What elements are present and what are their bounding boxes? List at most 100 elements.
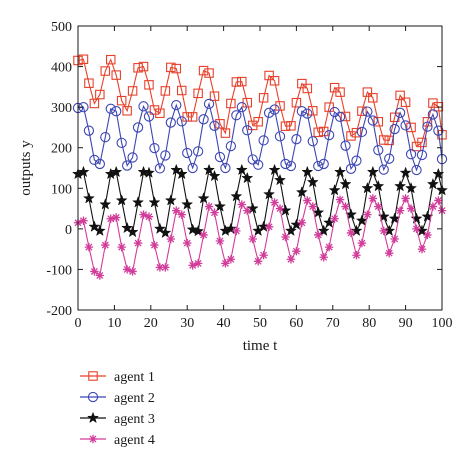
data-point-star [115, 194, 128, 206]
data-point-circle [176, 116, 187, 127]
data-point-star [126, 225, 139, 238]
series-line-3 [77, 168, 443, 234]
data-point-circle [362, 106, 373, 117]
data-point-square [187, 112, 198, 122]
data-point-star [142, 166, 156, 178]
y-tick-label: -100 [46, 263, 72, 278]
data-point-star [230, 190, 243, 202]
data-point-circle [378, 164, 389, 175]
data-point-circle [87, 391, 99, 403]
data-point-asterisk [292, 246, 301, 256]
data-point-circle [318, 158, 329, 170]
data-point-square [176, 85, 187, 96]
data-point-asterisk [166, 234, 176, 244]
x-tick-label: 40 [217, 316, 231, 331]
data-point-star [175, 167, 188, 180]
data-point-circle [100, 132, 111, 143]
data-point-star [181, 198, 194, 210]
data-point-circle [149, 142, 160, 154]
y-tick-label: 400 [51, 61, 72, 76]
data-point-circle [373, 144, 384, 156]
data-point-square [209, 91, 220, 101]
y-tick-label: 500 [51, 20, 72, 35]
data-point-circle [94, 158, 105, 170]
data-point-square [291, 97, 302, 108]
data-point-circle [182, 147, 193, 159]
data-point-star [224, 222, 237, 234]
data-point-circle [253, 159, 264, 170]
data-point-asterisk [368, 194, 378, 203]
y-tick-label: 0 [65, 223, 72, 238]
data-point-star [295, 186, 308, 198]
data-point-circle [203, 98, 215, 110]
data-point-square [286, 121, 296, 131]
data-point-circle [405, 149, 417, 160]
data-point-square [155, 108, 165, 118]
data-point-square [122, 106, 132, 116]
data-point-asterisk [128, 267, 137, 276]
data-point-star [394, 179, 407, 192]
data-point-star [93, 224, 106, 237]
data-point-asterisk [428, 202, 438, 211]
data-point-asterisk [106, 214, 115, 223]
legend-entry-4: agent 4 [80, 433, 155, 448]
legend-entry-3: agent 3 [80, 411, 155, 427]
x-tick-label: 70 [326, 316, 340, 331]
data-point-square [362, 87, 373, 97]
data-point-circle [285, 160, 297, 172]
data-point-square [308, 106, 318, 116]
data-point-circle [231, 110, 242, 121]
data-point-asterisk [363, 210, 372, 219]
x-tick-label: 50 [253, 316, 267, 331]
data-point-circle [116, 137, 127, 148]
data-point-circle [187, 162, 198, 174]
data-point-asterisk [183, 238, 192, 248]
data-point-star [339, 177, 352, 190]
data-point-asterisk [374, 202, 383, 211]
data-point-asterisk [90, 267, 99, 276]
data-point-star [208, 169, 221, 182]
data-point-square [226, 98, 236, 109]
data-point-circle [274, 131, 286, 142]
data-point-square [231, 77, 242, 87]
data-point-star [410, 212, 423, 224]
data-point-circle [427, 109, 439, 120]
data-point-asterisk [117, 242, 126, 252]
data-point-square [400, 97, 411, 108]
data-point-circle [433, 125, 444, 136]
data-point-asterisk [122, 265, 132, 274]
data-point-star [246, 202, 259, 214]
data-point-asterisk [95, 271, 105, 280]
data-point-square [379, 135, 389, 145]
legend-label: agent 3 [114, 412, 155, 427]
data-point-asterisk [193, 259, 203, 268]
data-point-circle [307, 136, 318, 147]
data-point-asterisk [253, 257, 263, 266]
data-point-star [350, 224, 363, 237]
data-point-square [138, 61, 149, 72]
data-point-circle [220, 162, 231, 174]
data-point-circle [384, 153, 395, 164]
data-point-asterisk [237, 200, 246, 209]
data-point-star [355, 214, 368, 226]
data-point-square [417, 137, 427, 148]
data-point-asterisk [150, 240, 159, 250]
data-point-square [100, 66, 111, 76]
data-point-asterisk [275, 204, 285, 213]
data-point-square [215, 119, 225, 129]
data-point-square [373, 116, 384, 127]
series-layer [71, 54, 449, 280]
legend-label: agent 4 [114, 433, 155, 448]
data-point-circle [209, 120, 220, 131]
data-point-square [340, 111, 351, 122]
data-point-star [132, 196, 145, 208]
data-point-star [306, 175, 319, 188]
data-point-asterisk [232, 226, 241, 236]
data-point-circle [302, 108, 313, 119]
data-point-asterisk [248, 234, 257, 244]
data-point-square [406, 122, 416, 133]
data-point-asterisk [88, 434, 98, 444]
data-point-square [253, 116, 263, 127]
data-point-asterisk [352, 251, 361, 260]
